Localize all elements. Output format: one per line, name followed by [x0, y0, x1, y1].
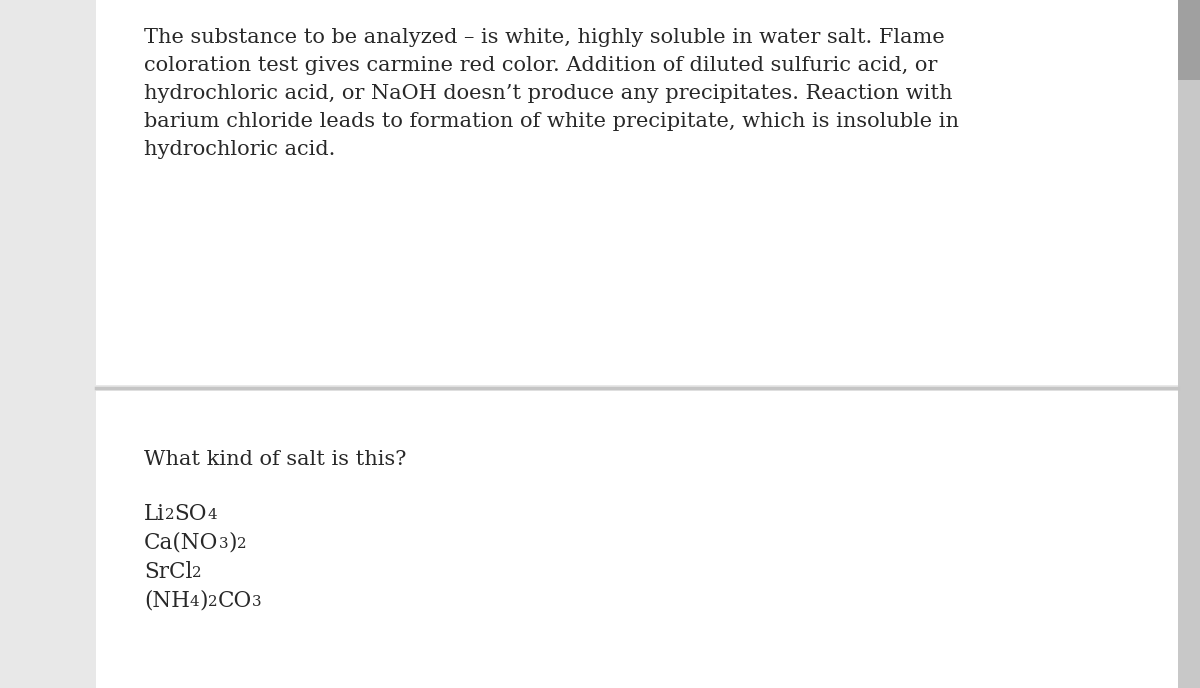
Text: 4: 4 [190, 595, 199, 609]
Text: 2: 2 [166, 508, 175, 522]
Bar [96, 0, 1178, 385]
Text: What kind of salt is this?: What kind of salt is this? [144, 450, 407, 469]
Text: (NH: (NH [144, 590, 190, 612]
Bar [1178, 0, 1200, 80]
Text: coloration test gives carmine red color. Addition of diluted sulfuric acid, or: coloration test gives carmine red color.… [144, 56, 937, 75]
Text: The substance to be analyzed – is white, highly soluble in water salt. Flame: The substance to be analyzed – is white,… [144, 28, 944, 47]
Text: 2: 2 [208, 595, 217, 609]
Text: SO: SO [175, 503, 208, 525]
Text: hydrochloric acid, or NaOH doesn’t produce any precipitates. Reaction with: hydrochloric acid, or NaOH doesn’t produ… [144, 84, 953, 103]
Text: 2: 2 [236, 537, 246, 551]
Bar [1178, 0, 1200, 688]
Text: 2: 2 [192, 566, 202, 580]
Bar [96, 391, 1178, 688]
Text: SrCl: SrCl [144, 561, 192, 583]
Text: ): ) [199, 590, 208, 612]
Text: CO: CO [217, 590, 252, 612]
Text: Ca(NO: Ca(NO [144, 532, 218, 554]
Text: 3: 3 [218, 537, 228, 551]
Text: ): ) [228, 532, 236, 554]
Text: hydrochloric acid.: hydrochloric acid. [144, 140, 335, 159]
Text: 4: 4 [208, 508, 217, 522]
Text: 3: 3 [252, 595, 262, 609]
Text: barium chloride leads to formation of white precipitate, which is insoluble in: barium chloride leads to formation of wh… [144, 112, 959, 131]
Text: Li: Li [144, 503, 166, 525]
